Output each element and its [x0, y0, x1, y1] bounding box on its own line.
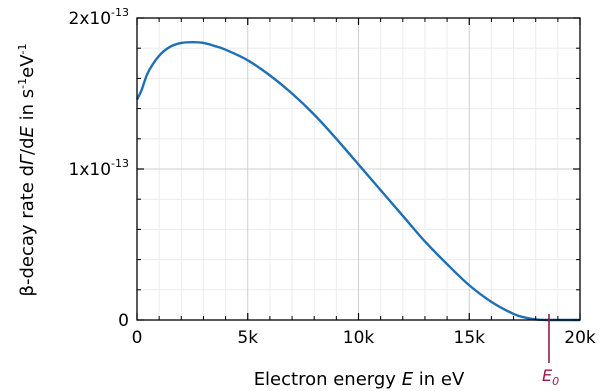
x-axis-label: Electron energy E in eV [254, 369, 465, 390]
x-tick-label: 0 [132, 328, 143, 348]
y-tick-label: 0 [118, 311, 129, 331]
x-tick-label: 20k [564, 328, 596, 348]
x-tick-label: 5k [237, 328, 258, 348]
x-tick-label: 10k [343, 328, 375, 348]
x-tick-label: 15k [454, 328, 486, 348]
